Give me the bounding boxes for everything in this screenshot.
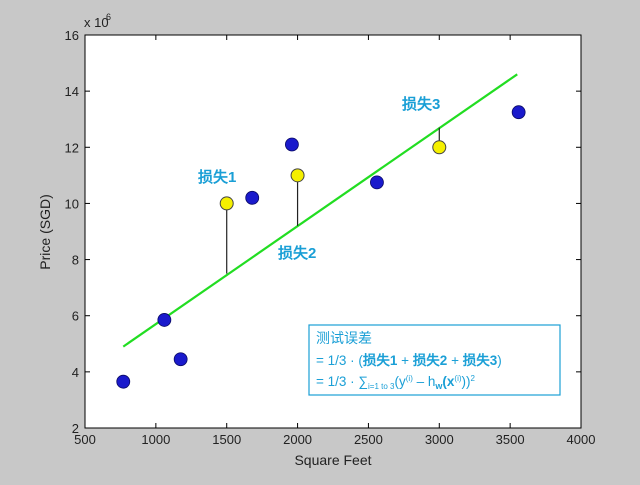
y-axis-label: Price (SGD) <box>37 194 53 269</box>
formula-loss1: 损失1 <box>363 352 398 368</box>
formula-line2: = 1/3 · (损失1 + 损失2 + 损失3) <box>316 352 502 368</box>
x-tick-label: 4000 <box>567 432 596 447</box>
training-point <box>116 374 131 389</box>
y-tick-label: 4 <box>72 365 79 380</box>
annotation-loss2: 损失2 <box>278 244 316 262</box>
annotation-loss1: 损失1 <box>198 168 236 186</box>
formula-x-superscript: (i) <box>454 374 461 383</box>
formula-square-superscript: 2 <box>471 374 476 383</box>
y-tick-label: 6 <box>72 309 79 324</box>
test-point <box>219 196 234 211</box>
fit-line-group <box>122 73 518 348</box>
x-tick-label: 3000 <box>425 432 454 447</box>
training-point <box>245 190 260 205</box>
formula-plus-1: + <box>397 353 412 368</box>
formula-box: 测试误差 = 1/3 · (损失1 + 损失2 + 损失3) = 1/3 · ∑… <box>308 324 561 396</box>
y-tick-label: 16 <box>65 28 79 43</box>
training-point <box>173 352 188 367</box>
annotation-loss3: 损失3 <box>402 95 440 113</box>
formula-line2-suffix: ) <box>497 353 502 368</box>
formula-y-superscript: (i) <box>406 374 413 383</box>
points-group <box>116 105 526 389</box>
formula-w-subscript: w <box>434 381 443 391</box>
y-tick-label: 8 <box>72 253 79 268</box>
x-axis-ticks: 500 1000 1500 2000 2500 3000 3500 4000 <box>74 35 595 447</box>
x-tick-label: 1000 <box>141 432 170 447</box>
formula-line1: 测试误差 <box>316 330 372 346</box>
x-tick-label: 3500 <box>496 432 525 447</box>
formula-box-border <box>308 324 561 396</box>
training-point <box>157 313 172 327</box>
formula-y-open: (y <box>395 374 406 389</box>
formula-line2-prefix: = 1/3 · ( <box>316 353 363 368</box>
x-axis-label: Square Feet <box>294 452 371 468</box>
x-tick-label: 2500 <box>354 432 383 447</box>
formula-line3-prefix: = 1/3 · ∑ <box>316 374 368 389</box>
y-multiplier-label: x 10 <box>84 15 109 30</box>
formula-plus-2: + <box>447 353 462 368</box>
test-point <box>290 168 305 183</box>
formula-line3: = 1/3 · ∑i=1 to 3(y(i) – hw(x(i)))2 <box>316 374 476 391</box>
formula-x-open: (x <box>442 374 454 389</box>
fit-line <box>122 73 518 348</box>
training-point <box>285 137 299 152</box>
training-point <box>370 175 384 190</box>
x-tick-label: 2000 <box>283 432 312 447</box>
y-tick-label: 2 <box>72 421 79 436</box>
training-point <box>511 105 526 120</box>
formula-loss3: 损失3 <box>463 352 498 368</box>
test-point <box>432 140 447 155</box>
x-tick-label: 1500 <box>212 432 241 447</box>
y-tick-label: 12 <box>65 140 79 155</box>
y-multiplier-exponent: 6 <box>106 12 111 22</box>
formula-close: )) <box>462 374 471 389</box>
y-axis-ticks: 2 4 6 8 10 12 14 16 <box>65 28 581 436</box>
formula-loss2: 损失2 <box>413 352 448 368</box>
formula-sum-subscript: i=1 to 3 <box>368 382 395 391</box>
x-tick-label: 500 <box>74 432 96 447</box>
y-tick-label: 10 <box>65 196 79 211</box>
y-tick-label: 14 <box>65 84 79 99</box>
formula-minus-h: – h <box>413 374 436 389</box>
